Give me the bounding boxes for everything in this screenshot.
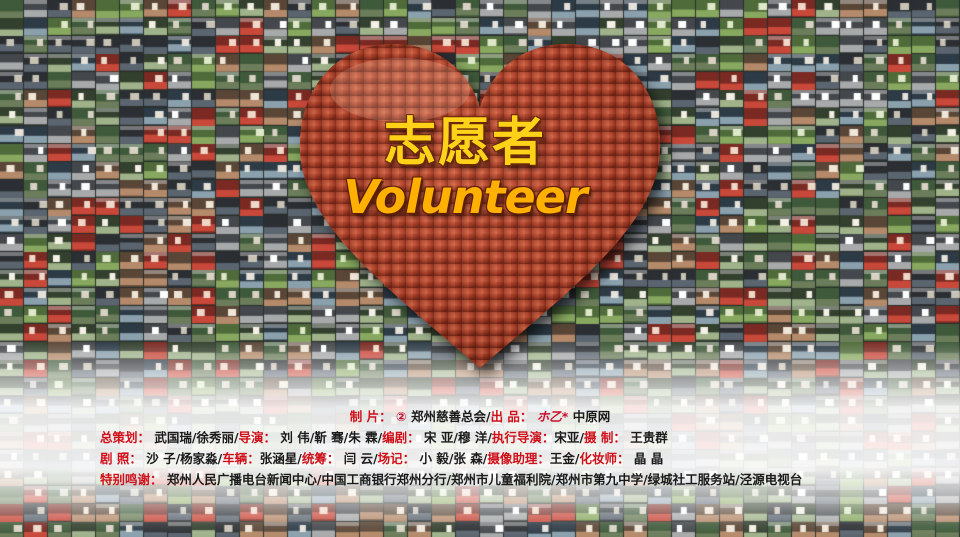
exec-director-label: 执行导演： — [491, 430, 555, 445]
production-names: 王贵群 — [630, 430, 668, 445]
photo-names: 沙 子/杨家淼 — [146, 451, 218, 466]
photo-label: 剧 照： — [100, 451, 142, 466]
credits-line-3: 剧 照： 沙 子/杨家淼/车辆：张涵星/统筹： 闫 云/场记： 小 毅/张 森/… — [100, 451, 664, 466]
product-logo: ホ乙* — [536, 409, 569, 424]
credits-line-1: 制 片： ② 郑州慈善总会/出 品： ホ乙* 中原网 — [349, 409, 611, 424]
camera-assistant-names: 王金 — [549, 451, 575, 466]
credits-line-2: 总策划： 武国瑞/徐秀丽/导演： 刘 伟/靳 骞/朱 霖/编剧： 宋 亚/穆 洋… — [100, 430, 668, 445]
makeup-label: 化妆师： — [579, 451, 630, 466]
vehicle-label: 车辆： — [222, 451, 260, 466]
producer-name: 郑州慈善总会 — [410, 409, 486, 424]
writer-label: 编剧： — [382, 430, 420, 445]
coordinator-names: 闫 云 — [343, 451, 374, 466]
makeup-names: 晶 晶 — [633, 451, 664, 466]
product-name: 中原网 — [572, 409, 611, 424]
thanks-names: 郑州人民广播电台新闻中心/中国工商银行郑州分行/郑州市儿童福利院/郑州市第九中学… — [166, 472, 803, 487]
credits-line-4: 特别鸣谢： 郑州人民广播电台新闻中心/中国工商银行郑州分行/郑州市儿童福利院/郑… — [100, 469, 960, 488]
thanks-label: 特别鸣谢： — [100, 472, 163, 487]
script-names: 小 毅/张 森 — [419, 451, 483, 466]
writer-names: 宋 亚/穆 洋 — [424, 430, 488, 445]
title-chinese: 志愿者 — [383, 113, 546, 173]
director-names: 刘 伟/靳 骞/朱 霖 — [280, 430, 378, 445]
planner-label: 总策划： — [100, 430, 151, 445]
product-label: 出 品： — [490, 409, 533, 424]
planner-names: 武国瑞/徐秀丽 — [154, 430, 234, 445]
director-label: 导演： — [238, 430, 277, 445]
vehicle-names: 张涵星 — [259, 451, 298, 466]
producer-label: 制 片： — [349, 409, 392, 424]
script-label: 场记： — [377, 451, 416, 466]
camera-assistant-label: 摄像助理： — [487, 451, 550, 466]
producer-logo-mark: ② — [396, 409, 407, 424]
exec-director-names: 宋亚 — [554, 430, 580, 445]
heart-highlight — [330, 58, 470, 122]
title-english: Volunteer — [343, 170, 587, 224]
production-label: 摄 制： — [584, 430, 626, 445]
coordinator-label: 统筹： — [301, 451, 340, 466]
heart-mosaic-texture — [299, 44, 661, 368]
